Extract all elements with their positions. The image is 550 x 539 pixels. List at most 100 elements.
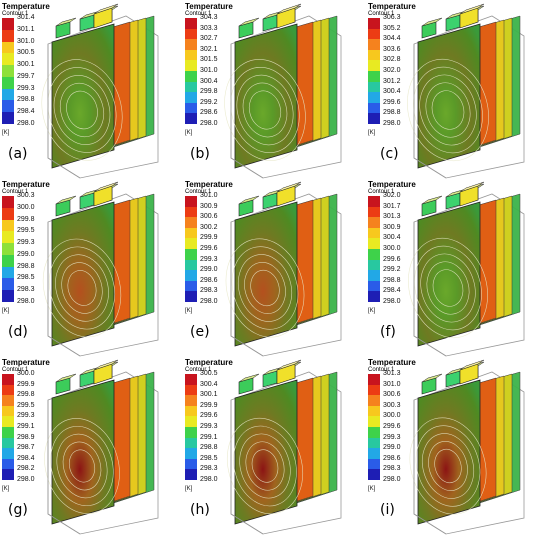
battery-module-contour bbox=[41, 3, 159, 179]
colorbar-tick-label: 299.3 bbox=[200, 423, 218, 430]
colorbar-tick-label: 298.3 bbox=[200, 287, 218, 295]
legend-title: Temperature bbox=[2, 2, 50, 11]
colorbar-segment bbox=[185, 39, 197, 51]
colorbar-tick-label: 298.4 bbox=[383, 287, 401, 295]
colorbar-segment bbox=[2, 76, 14, 90]
isotherm-line bbox=[225, 238, 305, 338]
colorbar-tick-label: 299.0 bbox=[17, 250, 35, 258]
contour-panel: Temperature Contour 1 306.3 305.2 304.4 303.6… bbox=[366, 0, 546, 179]
colorbar-segment bbox=[2, 427, 14, 439]
isotherm-line bbox=[227, 417, 303, 515]
isotherm-line bbox=[55, 254, 109, 322]
colorbar-tick-label: 298.6 bbox=[383, 454, 401, 462]
colorbar-segment bbox=[185, 49, 197, 61]
contour-panel: Temperature Contour 1 301.3 301.0 300.6 300.3… bbox=[366, 356, 546, 535]
terminal-tab-top bbox=[238, 373, 260, 383]
legend-title: Temperature bbox=[368, 180, 416, 189]
battery-module-contour bbox=[408, 181, 525, 357]
legend-subtitle: Contour 1 bbox=[2, 11, 29, 17]
colorbar-tick-label: 298.7 bbox=[17, 444, 35, 452]
colorbar-tick-label: 298.3 bbox=[383, 465, 401, 473]
colorbar-tick-label: 301.0 bbox=[383, 380, 401, 388]
contour-panel: Temperature Contour 1 300.5 300.4 300.1 299.9… bbox=[183, 356, 363, 535]
isotherm-line bbox=[407, 58, 489, 162]
isotherm-line bbox=[224, 59, 306, 161]
isotherm-line bbox=[56, 433, 108, 499]
colorbar bbox=[185, 196, 197, 303]
front-cell-face bbox=[234, 201, 298, 347]
isotherm-line bbox=[250, 269, 280, 307]
enclosure-front-edge bbox=[230, 44, 264, 179]
battery-module-contour bbox=[407, 3, 525, 179]
colorbar-tick-label: 300.4 bbox=[383, 88, 401, 96]
battery-module-contour bbox=[44, 359, 159, 535]
isotherm-line bbox=[68, 449, 96, 483]
isotherm-line bbox=[236, 74, 294, 146]
colorbar-segment bbox=[2, 458, 14, 470]
colorbar-tick-label: 298.9 bbox=[17, 433, 35, 441]
colorbar bbox=[368, 196, 380, 303]
colorbar-tick-label: 299.6 bbox=[200, 245, 218, 252]
colorbar-segment bbox=[185, 238, 197, 250]
colorbar-tick-label: 299.5 bbox=[17, 401, 35, 409]
colorbar-segment bbox=[2, 469, 14, 481]
colorbar-segment bbox=[185, 196, 197, 208]
colorbar-segment bbox=[2, 278, 14, 291]
colorbar-segment bbox=[368, 259, 380, 271]
colorbar-tick-label: 300.2 bbox=[200, 223, 218, 231]
colorbar-unit: [K] bbox=[2, 130, 10, 136]
colorbar-segment bbox=[2, 395, 14, 407]
colorbar-segment bbox=[185, 384, 197, 396]
colorbar-tick-label: 302.0 bbox=[383, 192, 401, 199]
colorbar-segment bbox=[185, 458, 197, 470]
battery-module-contour bbox=[409, 359, 525, 535]
colorbar bbox=[185, 374, 197, 481]
contour-panel: Temperature Contour 1 304.3 303.3 302.7 302.1… bbox=[183, 0, 363, 179]
colorbar-tick-label: 299.0 bbox=[383, 444, 401, 452]
colorbar-segment bbox=[2, 243, 14, 256]
isotherm-line bbox=[239, 433, 291, 499]
colorbar-unit: [K] bbox=[185, 486, 193, 492]
colorbar-tick-label: 299.3 bbox=[17, 412, 35, 420]
colorbar-segment bbox=[185, 28, 197, 40]
enclosure-front-edge bbox=[230, 222, 264, 357]
colorbar-tick-label: 299.9 bbox=[200, 401, 218, 409]
colorbar-tick-label: 298.0 bbox=[200, 298, 218, 305]
isotherm-line bbox=[49, 246, 115, 330]
colorbar-tick-label: 300.3 bbox=[17, 192, 35, 199]
colorbar-segment bbox=[185, 227, 197, 239]
panel-label: (g) bbox=[8, 502, 28, 518]
isotherm-line bbox=[44, 418, 120, 514]
main-terminal-top bbox=[276, 181, 302, 193]
legend-subtitle: Contour 1 bbox=[185, 189, 212, 195]
legend-subtitle: Contour 1 bbox=[185, 11, 212, 17]
colorbar-tick-label: 301.7 bbox=[383, 202, 401, 210]
colorbar-tick-label: 299.6 bbox=[383, 255, 401, 263]
colorbar-tick-label: 299.9 bbox=[200, 234, 218, 242]
colorbar-segment bbox=[2, 437, 14, 449]
isotherm-line bbox=[408, 237, 488, 339]
colorbar-tick-label: 298.0 bbox=[17, 476, 35, 483]
colorbar-tick-label: 298.3 bbox=[17, 286, 35, 294]
colorbar-unit: [K] bbox=[2, 486, 10, 492]
terminal-tab-top bbox=[238, 195, 260, 205]
isotherm-line bbox=[426, 261, 470, 315]
enclosure-front-edge bbox=[413, 400, 447, 535]
colorbar-tick-label: 300.6 bbox=[383, 391, 401, 399]
colorbar-tick-label: 301.0 bbox=[200, 192, 218, 199]
colorbar-tick-label: 298.4 bbox=[17, 454, 35, 462]
colorbar-tick-label: 298.3 bbox=[200, 465, 218, 473]
colorbar-segment bbox=[185, 206, 197, 218]
main-terminal-top bbox=[276, 359, 302, 371]
enclosure-front-edge bbox=[413, 222, 447, 357]
colorbar-segment bbox=[368, 196, 380, 208]
main-terminal-top bbox=[93, 181, 119, 193]
legend-title: Temperature bbox=[185, 2, 233, 11]
colorbar-tick-label: 301.0 bbox=[200, 67, 218, 74]
colorbar-segment bbox=[185, 71, 197, 83]
colorbar-tick-label: 304.3 bbox=[200, 14, 218, 21]
front-cell-face bbox=[234, 23, 298, 169]
battery-module-contour bbox=[224, 3, 342, 179]
colorbar-segment bbox=[185, 280, 197, 292]
colorbar-tick-label: 298.0 bbox=[17, 298, 35, 305]
